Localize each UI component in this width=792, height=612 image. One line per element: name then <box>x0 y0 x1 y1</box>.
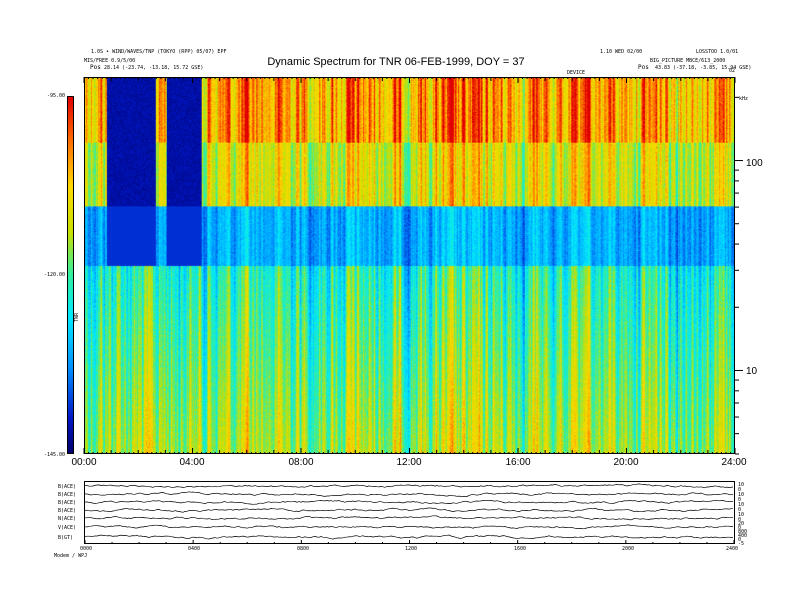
x-tick-0800: 08:00 <box>288 457 314 468</box>
lower-label-bgt: B(GT) <box>58 535 74 541</box>
lower-label-bz: B(ACE) <box>58 500 77 506</box>
unit-label: kHz <box>739 96 749 102</box>
header-right-line1b: LOSSTOO 1.0/01 <box>696 49 739 55</box>
header-left-pos-value: 28.14 (-23.74, -13.18, 15.72 GSE) <box>104 65 204 71</box>
x-tick-1200: 12:00 <box>396 457 422 468</box>
lower-x-tick-1: 0400 <box>188 546 201 552</box>
lower-label-v: V(ACE) <box>58 525 77 531</box>
x-tick-2000: 20:00 <box>613 457 639 468</box>
colorbar <box>67 96 74 454</box>
header-right-line2: BIG_PICTURE MBCE/613_2000 <box>650 58 726 64</box>
header-left-line2: MIS/FREE 0.9/5/00 <box>84 58 136 64</box>
lower-x-tick-2: 0800 <box>297 546 310 552</box>
x-tick-1600: 16:00 <box>505 457 531 468</box>
lower-right-5: 0 <box>738 507 742 513</box>
lower-label-by: B(ACE) <box>58 492 77 498</box>
lower-x-tick-6: 2400 <box>726 546 739 552</box>
lower-right-3: 0 <box>738 497 742 503</box>
y-tick-100: 100 <box>746 158 763 169</box>
lower-right-10: 800 <box>738 529 748 535</box>
lower-label-bx: B(ACE) <box>58 484 77 490</box>
x-tick-0400: 04:00 <box>179 457 205 468</box>
lower-right-1: 0 <box>738 487 742 493</box>
lower-right-7: 0 <box>738 517 742 523</box>
header-right-line1: 1.10 WED 02/00 <box>600 49 643 55</box>
lower-x-tick-5: 2000 <box>622 546 635 552</box>
lower-right-4: 10 <box>738 502 745 508</box>
colorbar-label: TNR <box>74 312 80 322</box>
header-right-pos-label: Pos <box>638 64 649 71</box>
x-tick-0000: 00:00 <box>71 457 97 468</box>
y-tick-10: 10 <box>746 366 758 377</box>
header-left-line1: 1.0S • WIND/WAVES/TNP (TOKYO (RPP) 05/07… <box>91 49 227 55</box>
lower-right-6: 10 <box>738 512 745 518</box>
lower-right-2: 10 <box>738 492 745 498</box>
colorbar-tick-top: -95.00 <box>47 93 66 99</box>
lower-right-0: 10 <box>738 482 745 488</box>
header-right-pos-value: 43.83 (-37.18, -3.85, 15.94 GSE) <box>655 65 752 71</box>
x-tick-2400: 24:00 <box>721 457 747 468</box>
solar-wind-panel <box>84 481 735 544</box>
lower-right-13: -5 <box>738 541 745 547</box>
colorbar-tick-mid: -120.00 <box>44 272 66 278</box>
lower-label-n: N(ACE) <box>58 516 77 522</box>
chart-title: Dynamic Spectrum for TNR 06-FEB-1999, DO… <box>267 56 525 68</box>
footer-label: Modem / WPJ <box>54 553 88 559</box>
header-left-pos-label: Pos <box>90 64 101 71</box>
header-mid-marker: DEVICE <box>567 70 586 76</box>
lower-x-tick-4: 1600 <box>514 546 527 552</box>
header-corner-right: 02 <box>729 68 736 74</box>
lower-right-12: 0 <box>738 537 742 543</box>
lower-label-bt: B(ACE) <box>58 508 77 514</box>
lower-right-8: 20 <box>738 521 745 527</box>
lower-x-tick-0: 0000 <box>80 546 93 552</box>
lower-x-tick-3: 1200 <box>405 546 418 552</box>
spectrogram-panel <box>84 77 735 454</box>
lower-right-9: 0 <box>738 525 742 531</box>
colorbar-tick-bottom: -145.00 <box>44 452 66 458</box>
spectrogram-heatmap <box>85 78 734 453</box>
lower-right-11: 400 <box>738 533 748 539</box>
